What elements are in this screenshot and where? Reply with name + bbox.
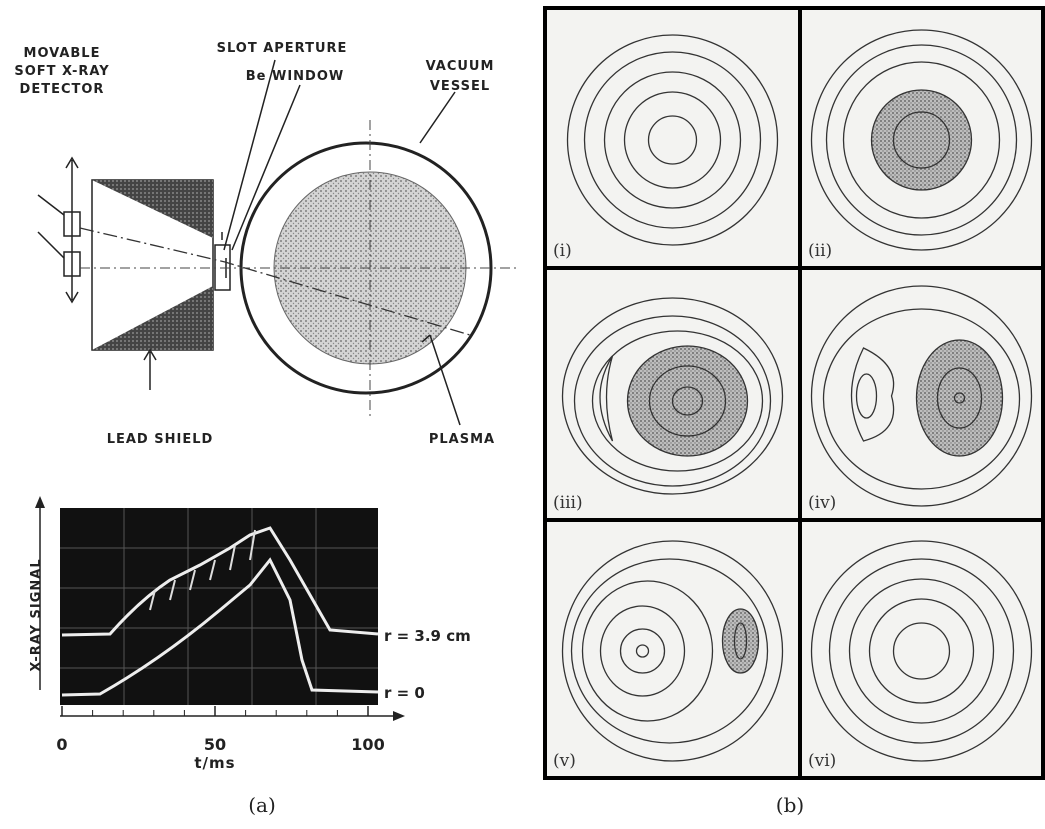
trace-label: r = 3.9 cm	[384, 627, 471, 645]
detector-label: MOVABLE	[24, 46, 101, 61]
subpanel-label: (v)	[553, 751, 576, 771]
x-tick-label: 100	[351, 735, 384, 754]
move-arrow	[66, 158, 78, 302]
oscilloscope: X-RAY SIGNAL t/ms r = 3.9 cm r = 0 0 50 10…	[29, 496, 471, 772]
scope-screen	[60, 508, 378, 705]
caption: (a)	[248, 793, 276, 817]
caption: (b)	[776, 793, 804, 817]
pointer	[38, 195, 64, 258]
contour-panels: (i) (ii) (iii) (iv) (v) (vi)	[545, 8, 1043, 778]
detector-label: DETECTOR	[20, 82, 105, 97]
figure: MOVABLE SOFT X-RAY DETECTOR SLOT APERTUR…	[0, 0, 1045, 829]
slot-aperture-label: SLOT APERTURE	[217, 41, 348, 56]
lead-shield-label: LEAD SHIELD	[107, 432, 214, 447]
be-window-label: Be WINDOW	[246, 69, 345, 84]
detector-label: SOFT X-RAY	[14, 64, 109, 79]
y-axis-label: X-RAY SIGNAL	[29, 558, 44, 671]
x-axis-label: t/ms	[194, 754, 235, 772]
y-arrow-head	[35, 496, 45, 508]
x-tick-label: 50	[204, 735, 226, 754]
contour	[917, 340, 1003, 456]
subpanel-label: (iv)	[808, 493, 836, 513]
trace-label: r = 0	[384, 684, 425, 702]
vessel-label: VACUUM	[426, 59, 495, 74]
contour	[872, 90, 972, 190]
subpanel-label: (iii)	[553, 493, 583, 513]
pointer	[144, 350, 156, 390]
subpanel-label: (vi)	[808, 751, 836, 771]
x-tick-label: 0	[56, 735, 67, 754]
contour	[628, 346, 748, 456]
contour	[723, 609, 759, 673]
plasma-label: PLASMA	[429, 432, 495, 447]
subpanel-label: (ii)	[808, 241, 832, 261]
vessel-label: VESSEL	[430, 79, 490, 94]
x-arrow-head	[393, 711, 405, 721]
subpanel-label: (i)	[553, 241, 572, 261]
experiment-diagram: MOVABLE SOFT X-RAY DETECTOR SLOT APERTUR…	[14, 41, 520, 447]
